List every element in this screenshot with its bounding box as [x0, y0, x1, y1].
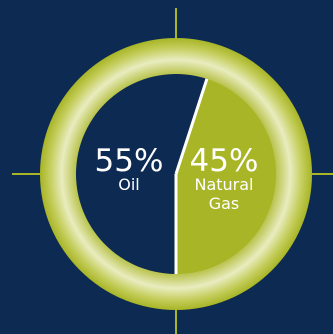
slice-label-0-0: Oil — [118, 175, 139, 194]
slice-divider — [174, 78, 209, 175]
slice-label-1-1: Gas — [209, 194, 240, 213]
pie-slices — [75, 74, 276, 274]
slice-percent-1: 45% — [190, 143, 259, 179]
slice-percent-0: 55% — [95, 143, 164, 179]
pie-slice-natural-gas — [176, 78, 276, 274]
slice-label-1-0: Natural — [194, 175, 253, 194]
pie-slice-oil — [75, 74, 207, 274]
